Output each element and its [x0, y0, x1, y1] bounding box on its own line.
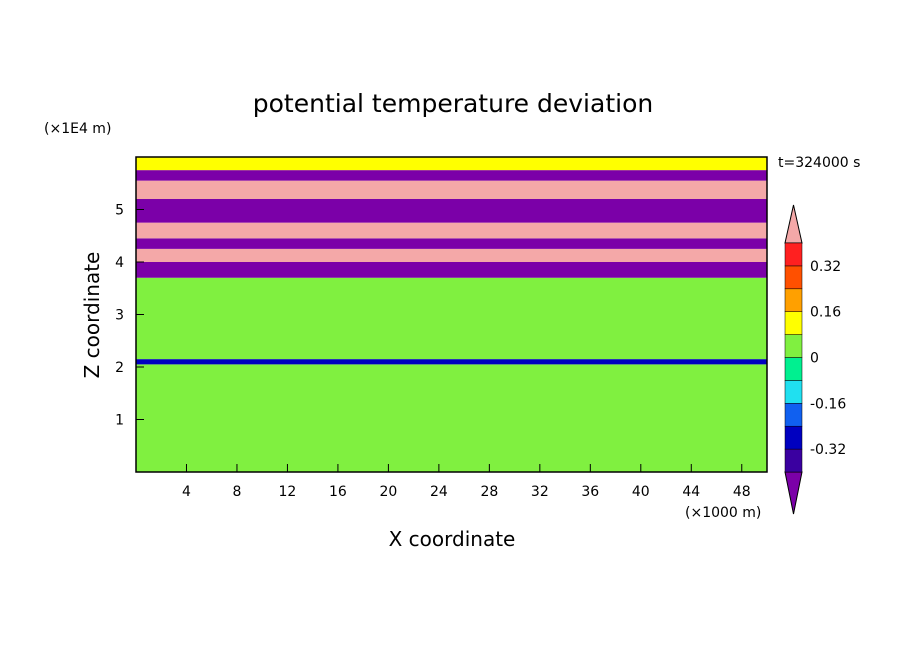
x-tick-label: 24	[430, 484, 448, 500]
field-band-7	[136, 199, 767, 223]
time-label: t=324000 s	[778, 155, 860, 171]
x-tick-label: 48	[733, 484, 751, 500]
field-band-5	[136, 238, 767, 249]
y-tick-label: 5	[115, 203, 124, 219]
field-band-2	[136, 277, 767, 360]
colorbar-label: -0.16	[810, 396, 846, 412]
field-band-9	[136, 170, 767, 181]
colorbar-label: -0.32	[810, 442, 846, 458]
field-band-10	[136, 157, 767, 171]
x-tick-label: 32	[531, 484, 549, 500]
colorbar-min-arrow	[784, 471, 803, 515]
colorbar-box	[784, 448, 803, 473]
colorbar-label: 0	[810, 351, 819, 367]
x-tick-label: 8	[232, 484, 241, 500]
y-unit-label: (×1E4 m)	[44, 121, 111, 137]
x-unit-label: (×1000 m)	[685, 505, 761, 521]
field-band-6	[136, 222, 767, 239]
field-band-8	[136, 180, 767, 199]
colorbar-box	[784, 288, 803, 312]
colorbar-box	[784, 334, 803, 358]
colorbar: 0.32 0.16 0 -0.16 -0.32	[784, 204, 846, 515]
colorbar-box	[784, 311, 803, 335]
x-tick-label: 36	[581, 484, 599, 500]
colorbar-box	[784, 403, 803, 427]
x-tick-label: 4	[182, 484, 191, 500]
y-axis: 1 2 3 4 5	[115, 203, 144, 429]
x-tick-label: 20	[379, 484, 397, 500]
contour-field	[136, 157, 767, 472]
colorbar-box	[784, 242, 803, 267]
colorbar-box	[784, 357, 803, 381]
x-axis-label: X coordinate	[389, 527, 516, 551]
y-tick-label: 3	[115, 308, 124, 324]
colorbar-label: 0.16	[810, 305, 841, 321]
colorbar-box	[784, 265, 803, 290]
x-tick-label: 44	[682, 484, 700, 500]
y-tick-label: 1	[115, 413, 124, 429]
x-axis: 4 8 12 16 20 24 28 32 36 40 44 48	[182, 464, 751, 500]
y-tick-label: 2	[115, 360, 124, 376]
y-tick-label: 4	[115, 255, 124, 271]
colorbar-box	[784, 380, 803, 404]
x-tick-label: 16	[329, 484, 347, 500]
x-tick-label: 40	[632, 484, 650, 500]
colorbar-max-arrow	[784, 204, 803, 244]
x-tick-label: 28	[480, 484, 498, 500]
x-tick-label: 12	[279, 484, 297, 500]
colorbar-label: 0.32	[810, 259, 841, 275]
y-axis-label: Z coordinate	[80, 252, 104, 379]
chart-title: potential temperature deviation	[253, 89, 653, 118]
field-band-0	[136, 364, 767, 472]
field-band-4	[136, 248, 767, 262]
field-band-3	[136, 262, 767, 278]
field-band-1	[136, 359, 767, 365]
colorbar-box	[784, 425, 803, 450]
